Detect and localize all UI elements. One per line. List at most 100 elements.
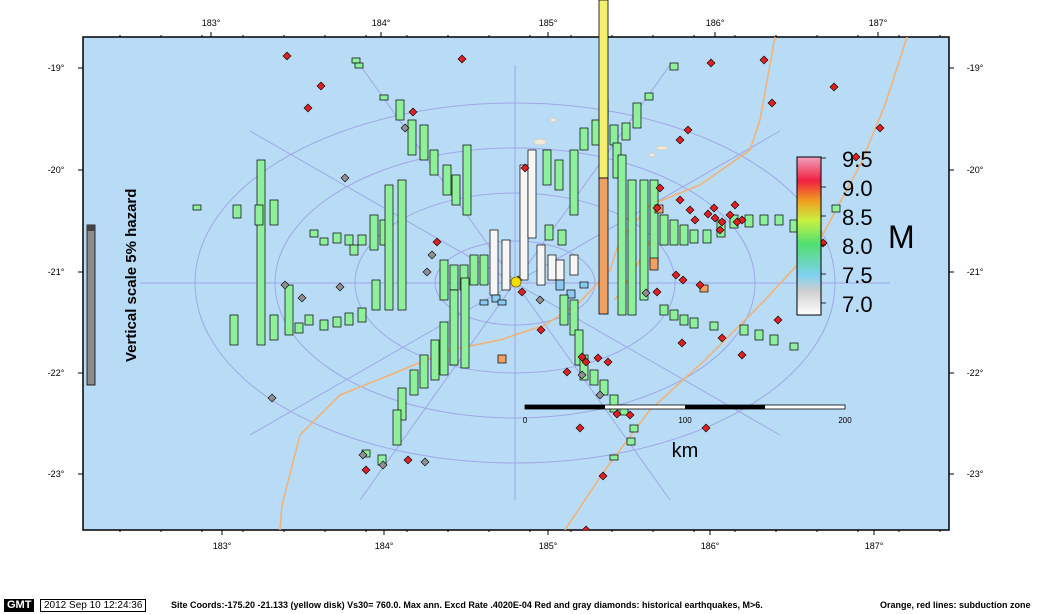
right-lat-label-0: -19° (967, 63, 984, 73)
hazard-bar (689, 317, 699, 329)
hazard-bar (669, 309, 679, 321)
max-hazard-bar (598, 0, 609, 315)
earthquake-diamond (829, 82, 839, 92)
hazard-bar (669, 62, 679, 71)
hazard-bar (669, 219, 679, 246)
earthquake-diamond (536, 325, 546, 335)
earthquake-diamond (675, 195, 685, 205)
earthquake-diamond (655, 183, 665, 193)
top-longitude-labels: 183° 184° 185° 186° 187° (202, 18, 888, 28)
magnitude-legend: 9.5 9.0 8.5 8.0 7.5 7.0 M (796, 147, 915, 317)
right-latitude-labels: -19° -20° -21° -22° -23° (967, 63, 984, 479)
hazard-bar (519, 164, 529, 281)
earthquake-diamond (282, 51, 292, 61)
top-lon-label-4: 187° (869, 18, 888, 28)
hazard-bar (831, 204, 841, 213)
hazard-bar (479, 254, 489, 286)
hazard-bar (354, 62, 364, 69)
hazard-bar (589, 369, 599, 386)
hazard-bar (319, 319, 329, 331)
magnitude-legend-title: M (888, 219, 915, 255)
gmt-timestamp: 2012 Sep 10 12:24:36 (40, 599, 147, 612)
hazard-bar (739, 324, 749, 336)
right-lat-label-2: -21° (967, 267, 984, 277)
legend-tick-1: 9.0 (842, 176, 873, 201)
footer-legend-note: Orange, red lines: subduction zone (880, 600, 1031, 610)
earthquake-diamond (677, 338, 687, 348)
earthquake-diamond (709, 203, 719, 213)
bottom-lon-label-1: 184° (375, 541, 394, 551)
earthquake-diamond (420, 457, 430, 467)
hazard-bar (349, 244, 359, 256)
hazard-bar (527, 149, 537, 239)
scalebar-tick-200: 200 (838, 416, 852, 425)
frame-ticks (78, 32, 954, 535)
hazard-bar (644, 92, 654, 101)
legend-tick-3: 8.0 (842, 234, 873, 259)
top-lon-label-3: 186° (706, 18, 725, 28)
hazard-bar (407, 119, 417, 156)
hazard-bar (469, 254, 479, 286)
hazard-bar (569, 254, 579, 276)
earthquake-diamond (335, 282, 345, 292)
legend-tick-5: 7.0 (842, 292, 873, 317)
earthquake-diamond (598, 471, 608, 481)
earthquake-diamond (678, 275, 688, 285)
top-lon-label-1: 184° (372, 18, 391, 28)
hazard-bar (569, 149, 579, 216)
earthquake-diamond (683, 125, 693, 135)
hazard-bar (649, 257, 659, 271)
hazard-bar (679, 224, 689, 246)
hazard-bar (344, 234, 354, 246)
hazard-bar (449, 264, 459, 291)
hazard-bar (256, 159, 266, 346)
hazard-bar (294, 322, 304, 334)
earthquake-diamond (625, 410, 635, 420)
footer-caption: Site Coords:-175.20 -21.133 (yellow disk… (171, 600, 763, 610)
left-lat-label-0: -19° (48, 63, 65, 73)
hazard-bar (409, 369, 419, 396)
hazard-bar (309, 229, 319, 238)
hazard-bar (569, 299, 579, 336)
hazard-bar (395, 99, 405, 121)
hazard-bar (629, 424, 639, 433)
earthquake-diamond (737, 350, 747, 360)
earthquake-diamond (725, 210, 735, 220)
hazard-bar (351, 57, 361, 64)
earthquake-diamond (603, 357, 613, 367)
hazard-bar (579, 127, 589, 151)
bottom-lon-label-2: 185° (539, 541, 558, 551)
hazard-bar (319, 237, 329, 246)
earthquake-diamond (732, 217, 742, 227)
hazard-bars (192, 57, 841, 466)
hazard-bar (497, 354, 507, 364)
hazard-bar (332, 232, 342, 244)
hazard-bar (555, 259, 565, 281)
hazard-bar (229, 314, 239, 346)
earthquake-diamond (517, 287, 527, 297)
earthquake-diamond (577, 352, 587, 362)
scalebar-unit-label: km (672, 440, 699, 462)
hazard-bar (497, 299, 507, 306)
earthquake-diamond (432, 237, 442, 247)
hazard-bar (192, 204, 202, 211)
hazard-bar (491, 294, 501, 303)
hazard-bar (547, 254, 557, 281)
earthquake-diamond (535, 295, 545, 305)
right-lat-label-4: -23° (967, 469, 984, 479)
left-lat-label-1: -20° (48, 165, 65, 175)
legend-tick-0: 9.5 (842, 147, 873, 172)
earthquake-diamond (562, 367, 572, 377)
earthquake-diamond (652, 287, 662, 297)
hazard-bar (609, 454, 619, 461)
hazard-bar (689, 229, 699, 244)
earthquake-diamond (671, 270, 681, 280)
earthquake-diamond (759, 55, 769, 65)
earthquake-diamond (717, 217, 727, 227)
hazard-bar (284, 284, 294, 336)
earthquake-diamond (703, 209, 713, 219)
right-lat-label-1: -20° (967, 165, 984, 175)
hazard-bar (557, 229, 567, 246)
hazard-bar (379, 94, 389, 101)
hazard-bar (489, 229, 499, 296)
